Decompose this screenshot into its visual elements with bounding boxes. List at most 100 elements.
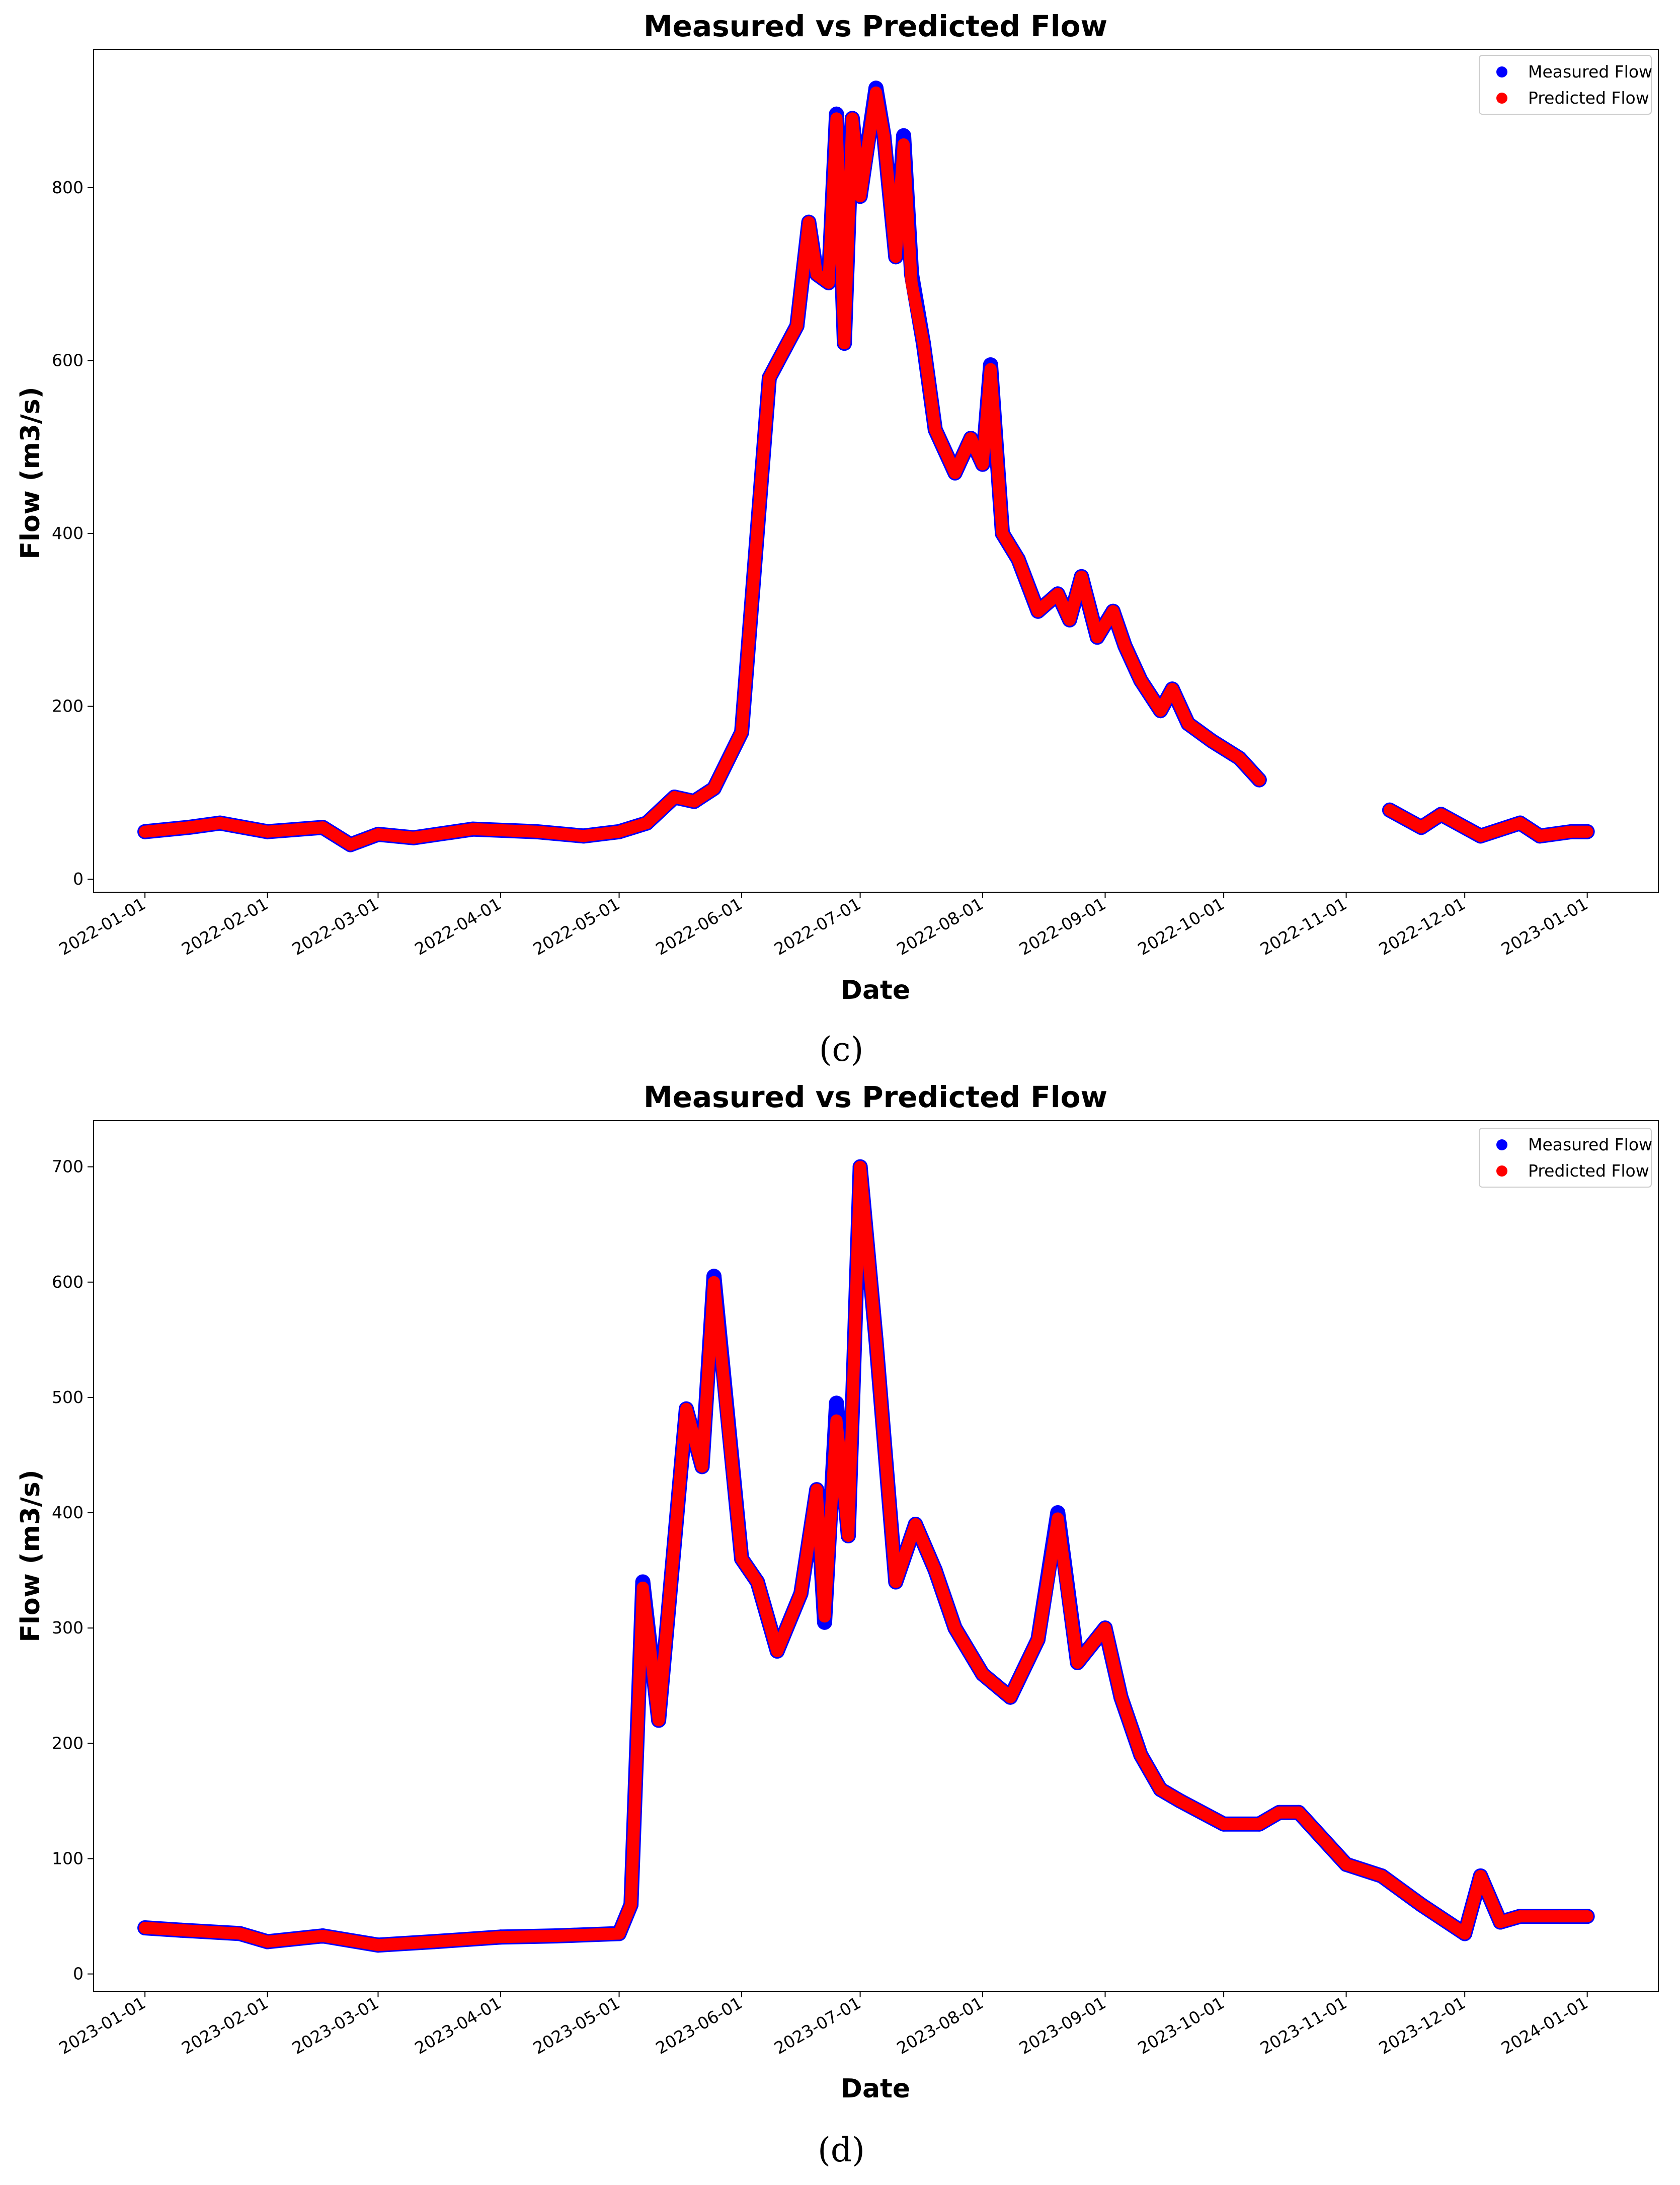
data-point [771, 1645, 783, 1657]
legend-marker-measured [1496, 66, 1507, 77]
legend: Measured Flow Predicted Flow [1479, 1128, 1652, 1188]
data-point [1514, 817, 1527, 829]
x-tick-label: 2022-10-01 [1135, 894, 1228, 959]
data-point [736, 1552, 748, 1565]
data-point [316, 821, 329, 834]
data-point [842, 1529, 854, 1542]
legend-label-predicted: Predicted Flow [1528, 88, 1649, 108]
data-point [344, 838, 357, 851]
legend-marker-predicted [1496, 1165, 1507, 1177]
data-point [898, 138, 910, 150]
data-point [1099, 1622, 1111, 1634]
data-point [977, 458, 989, 471]
data-point [1340, 1858, 1352, 1870]
y-tick-label: 600 [52, 1272, 84, 1292]
data-point [736, 726, 748, 739]
x-tick-label: 2022-12-01 [1376, 894, 1469, 959]
y-axis-ticks: 0 100 200 300 400 500 600 700 [52, 1157, 94, 1984]
data-point [822, 276, 835, 289]
data-point [1581, 825, 1593, 838]
data-point [818, 1610, 831, 1623]
data-point [909, 1518, 922, 1530]
data-point [1474, 830, 1487, 842]
data-point [174, 1924, 187, 1936]
data-point [1253, 1818, 1265, 1830]
data-point [803, 216, 815, 228]
data-point [708, 782, 720, 795]
data-point [1012, 553, 1024, 566]
data-point [1166, 683, 1178, 695]
x-tick-label: 2022-06-01 [652, 894, 746, 959]
x-tick-label: 2023-09-01 [1016, 1993, 1109, 2058]
plot-area [93, 49, 1659, 893]
y-tick-label: 700 [52, 1157, 84, 1177]
x-tick-label: 2023-07-01 [771, 1993, 864, 2058]
data-point [1233, 752, 1246, 764]
data-point [530, 825, 542, 838]
x-tick-label: 2023-11-01 [1257, 1993, 1350, 2058]
data-point [929, 423, 941, 436]
data-point [1514, 1910, 1527, 1923]
y-tick-label: 600 [52, 350, 84, 370]
data-point [427, 1935, 440, 1948]
data-point [261, 1935, 274, 1948]
x-tick-label: 2023-01-01 [1498, 894, 1591, 959]
data-point [1581, 1910, 1593, 1923]
x-tick-label: 2023-03-01 [289, 1993, 382, 2058]
data-point [1253, 773, 1265, 786]
data-point [854, 1160, 866, 1173]
data-point [653, 1714, 665, 1727]
data-point [1032, 1633, 1044, 1646]
series-layer [137, 81, 1595, 852]
chart-title: Measured vs Predicted Flow [644, 9, 1107, 43]
data-point [977, 1668, 989, 1680]
data-point [1154, 1783, 1167, 1796]
panel-caption: (d) [818, 2131, 865, 2169]
data-point [688, 795, 700, 808]
x-tick-label: 2022-05-01 [530, 894, 623, 959]
y-axis-label: Flow (m3/s) [16, 1469, 46, 1642]
data-point [996, 527, 1009, 540]
data-point [1174, 1794, 1186, 1807]
data-point [668, 791, 681, 803]
legend-marker-measured [1496, 1139, 1507, 1150]
x-tick-label: 2022-09-01 [1016, 894, 1109, 959]
y-tick-label: 500 [52, 1387, 84, 1407]
x-tick-label: 2023-12-01 [1376, 1993, 1469, 2058]
data-point [1565, 825, 1578, 838]
data-point [549, 1930, 562, 1942]
data-point [577, 830, 590, 842]
legend: Measured Flow Predicted Flow [1479, 55, 1652, 115]
data-point [641, 817, 653, 829]
data-point [1494, 1916, 1506, 1928]
data-point [1063, 613, 1076, 626]
legend-box [1479, 55, 1652, 115]
y-axis-ticks: 0 200 400 600 800 [52, 178, 94, 889]
data-point [1118, 640, 1131, 652]
data-point [214, 817, 226, 829]
data-point [751, 1576, 764, 1588]
x-tick-label: 2022-02-01 [178, 894, 272, 959]
data-point [846, 112, 858, 125]
data-point [830, 1414, 843, 1427]
data-point [1384, 804, 1396, 816]
legend-box [1479, 1128, 1652, 1188]
data-point [877, 129, 890, 142]
data-point [905, 276, 918, 289]
data-point [854, 190, 866, 203]
data-point [372, 828, 384, 840]
data-point [870, 1334, 882, 1346]
y-tick-label: 400 [52, 1503, 84, 1522]
data-point [890, 251, 902, 263]
legend-label-measured: Measured Flow [1528, 1135, 1652, 1154]
data-point [680, 1402, 692, 1415]
series-predicted-flow [139, 1160, 1593, 1952]
y-tick-label: 100 [52, 1848, 84, 1868]
data-point [1004, 1691, 1016, 1703]
data-point [929, 1564, 941, 1577]
chart-panel-d: Measured vs Predicted Flow 2023-01-01 202… [16, 1080, 1659, 2169]
x-tick-label: 2023-04-01 [411, 1993, 505, 2058]
x-tick-label: 2023-02-01 [178, 1993, 272, 2058]
data-point [1182, 718, 1194, 730]
